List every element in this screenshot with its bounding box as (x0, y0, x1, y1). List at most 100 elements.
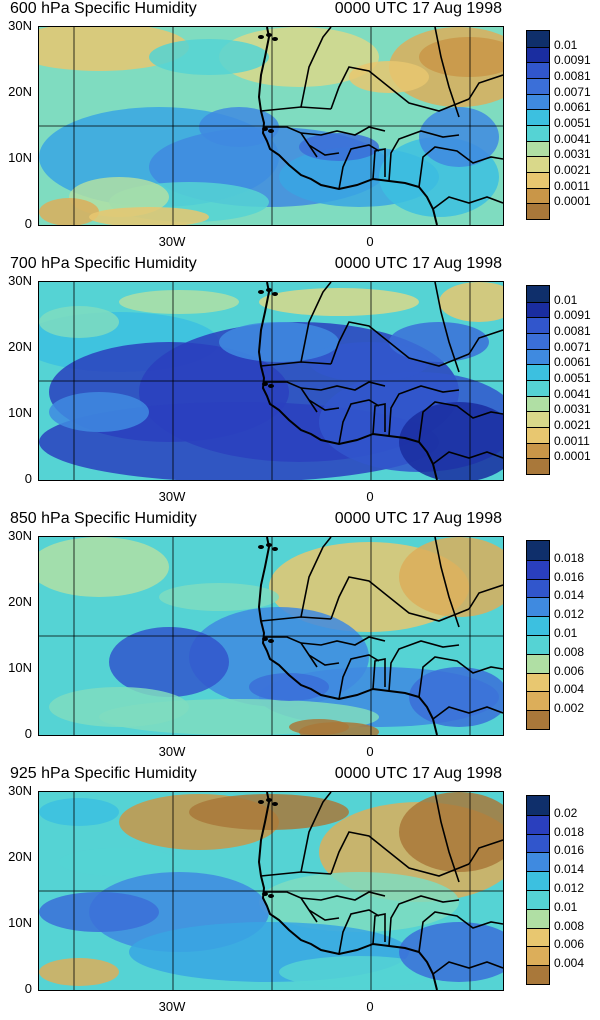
colorbar-swatch (527, 172, 549, 188)
country-border (434, 537, 460, 628)
colorbar-swatch (527, 140, 549, 157)
country-border (468, 74, 503, 100)
colorbar-swatch (527, 427, 549, 443)
country-border (330, 321, 470, 367)
x-tick-label: 30W (158, 489, 186, 504)
colorbar-label: 0.0021 (554, 418, 591, 432)
colorbar-label: 0.018 (554, 550, 585, 565)
humidity-field (39, 282, 503, 480)
island (266, 288, 272, 292)
island (272, 547, 278, 551)
island (258, 35, 264, 39)
island (272, 802, 278, 806)
colorbar-swatch (527, 653, 549, 673)
colorbar-swatch (527, 710, 549, 729)
panel-time: 0000 UTC 17 Aug 1998 (334, 765, 502, 782)
humidity-contour (39, 306, 119, 338)
humidity-contour (39, 958, 119, 986)
colorbar-swatch (527, 890, 549, 909)
colorbar-swatch (527, 301, 549, 318)
humidity-map (38, 26, 504, 226)
country-border (388, 895, 460, 947)
humidity-contour (119, 290, 239, 314)
country-border (432, 961, 503, 975)
country-border (468, 839, 503, 865)
colorbar-label: 0.01 (554, 626, 578, 640)
colorbar-label: 0.0031 (554, 147, 591, 162)
country-border (388, 130, 460, 182)
country-border (300, 282, 332, 363)
colorbar-swatch (527, 187, 549, 204)
humidity-contour (439, 282, 503, 322)
island (258, 290, 264, 294)
humidity-contour (409, 667, 503, 727)
colorbar-swatch (527, 458, 549, 474)
humidity-contour (149, 39, 269, 75)
colorbar-label: 0.0051 (554, 116, 591, 130)
colorbar-label: 0.0041 (554, 131, 591, 146)
humidity-contour (49, 392, 149, 432)
colorbar-swatch (527, 927, 549, 947)
map-panel: 600 hPa Specific Humidity 0000 UTC 17 Aug… (0, 0, 600, 255)
panel-title: 600 hPa Specific Humidity (10, 0, 197, 17)
country-border (308, 399, 340, 411)
coastline (257, 537, 438, 735)
country-border (330, 576, 470, 622)
colorbar-swatch (527, 833, 549, 853)
x-tick-label: 30W (158, 999, 186, 1014)
colorbar-label: 0.006 (554, 937, 585, 952)
y-tick-label: 30N (8, 528, 32, 543)
country-border (338, 144, 380, 190)
y-tick-label: 0 (24, 981, 32, 996)
colorbar-swatch (527, 109, 549, 125)
colorbar-swatch (527, 442, 549, 459)
humidity-map (38, 536, 504, 736)
colorbar-label: 0.0061 (554, 355, 591, 370)
colorbar-swatch (527, 317, 549, 333)
colorbar-label: 0.014 (554, 862, 585, 877)
colorbar-label: 0.02 (554, 805, 578, 820)
country-border (308, 909, 340, 921)
humidity-contour (199, 107, 279, 147)
country-border (432, 451, 503, 465)
colorbar-label: 0.006 (554, 663, 585, 678)
colorbar-swatch (527, 156, 549, 172)
colorbar-swatch (527, 946, 549, 966)
island (262, 637, 268, 641)
humidity-contour (89, 207, 209, 225)
panel-title: 700 hPa Specific Humidity (10, 255, 197, 272)
colorbar-swatch (527, 78, 549, 94)
y-tick-label: 30N (8, 273, 32, 288)
colorbar-swatch (527, 333, 549, 349)
country-border (300, 381, 386, 391)
humidity-contour (39, 537, 169, 597)
y-tick-label: 20N (8, 594, 32, 609)
x-tick-label: 0 (366, 489, 374, 504)
colorbar-label: 0.01 (554, 37, 578, 52)
colorbar-swatch (527, 871, 549, 890)
country-border (308, 144, 340, 156)
colorbar-swatch (527, 559, 549, 579)
colorbar-swatch (527, 364, 549, 380)
island (272, 37, 278, 41)
colorbar (526, 285, 550, 475)
colorbar-swatch (527, 796, 549, 815)
colorbar-label: 0.0061 (554, 100, 591, 115)
humidity-contour (399, 402, 503, 480)
y-tick-label: 10N (8, 405, 32, 420)
colorbar-label: 0.01 (554, 899, 578, 914)
country-border (468, 584, 503, 610)
humidity-contour (219, 27, 379, 87)
colorbar-label: 0.014 (554, 588, 585, 603)
colorbar-swatch (527, 691, 549, 711)
island (262, 127, 268, 131)
humidity-contour (419, 37, 503, 77)
country-border (388, 640, 460, 692)
colorbar-swatch (527, 411, 549, 427)
x-tick-label: 30W (158, 234, 186, 249)
island (268, 639, 274, 643)
colorbar-swatch (527, 395, 549, 412)
colorbar-swatch (527, 46, 549, 63)
coastline (257, 282, 438, 480)
colorbar-swatch (527, 578, 549, 598)
